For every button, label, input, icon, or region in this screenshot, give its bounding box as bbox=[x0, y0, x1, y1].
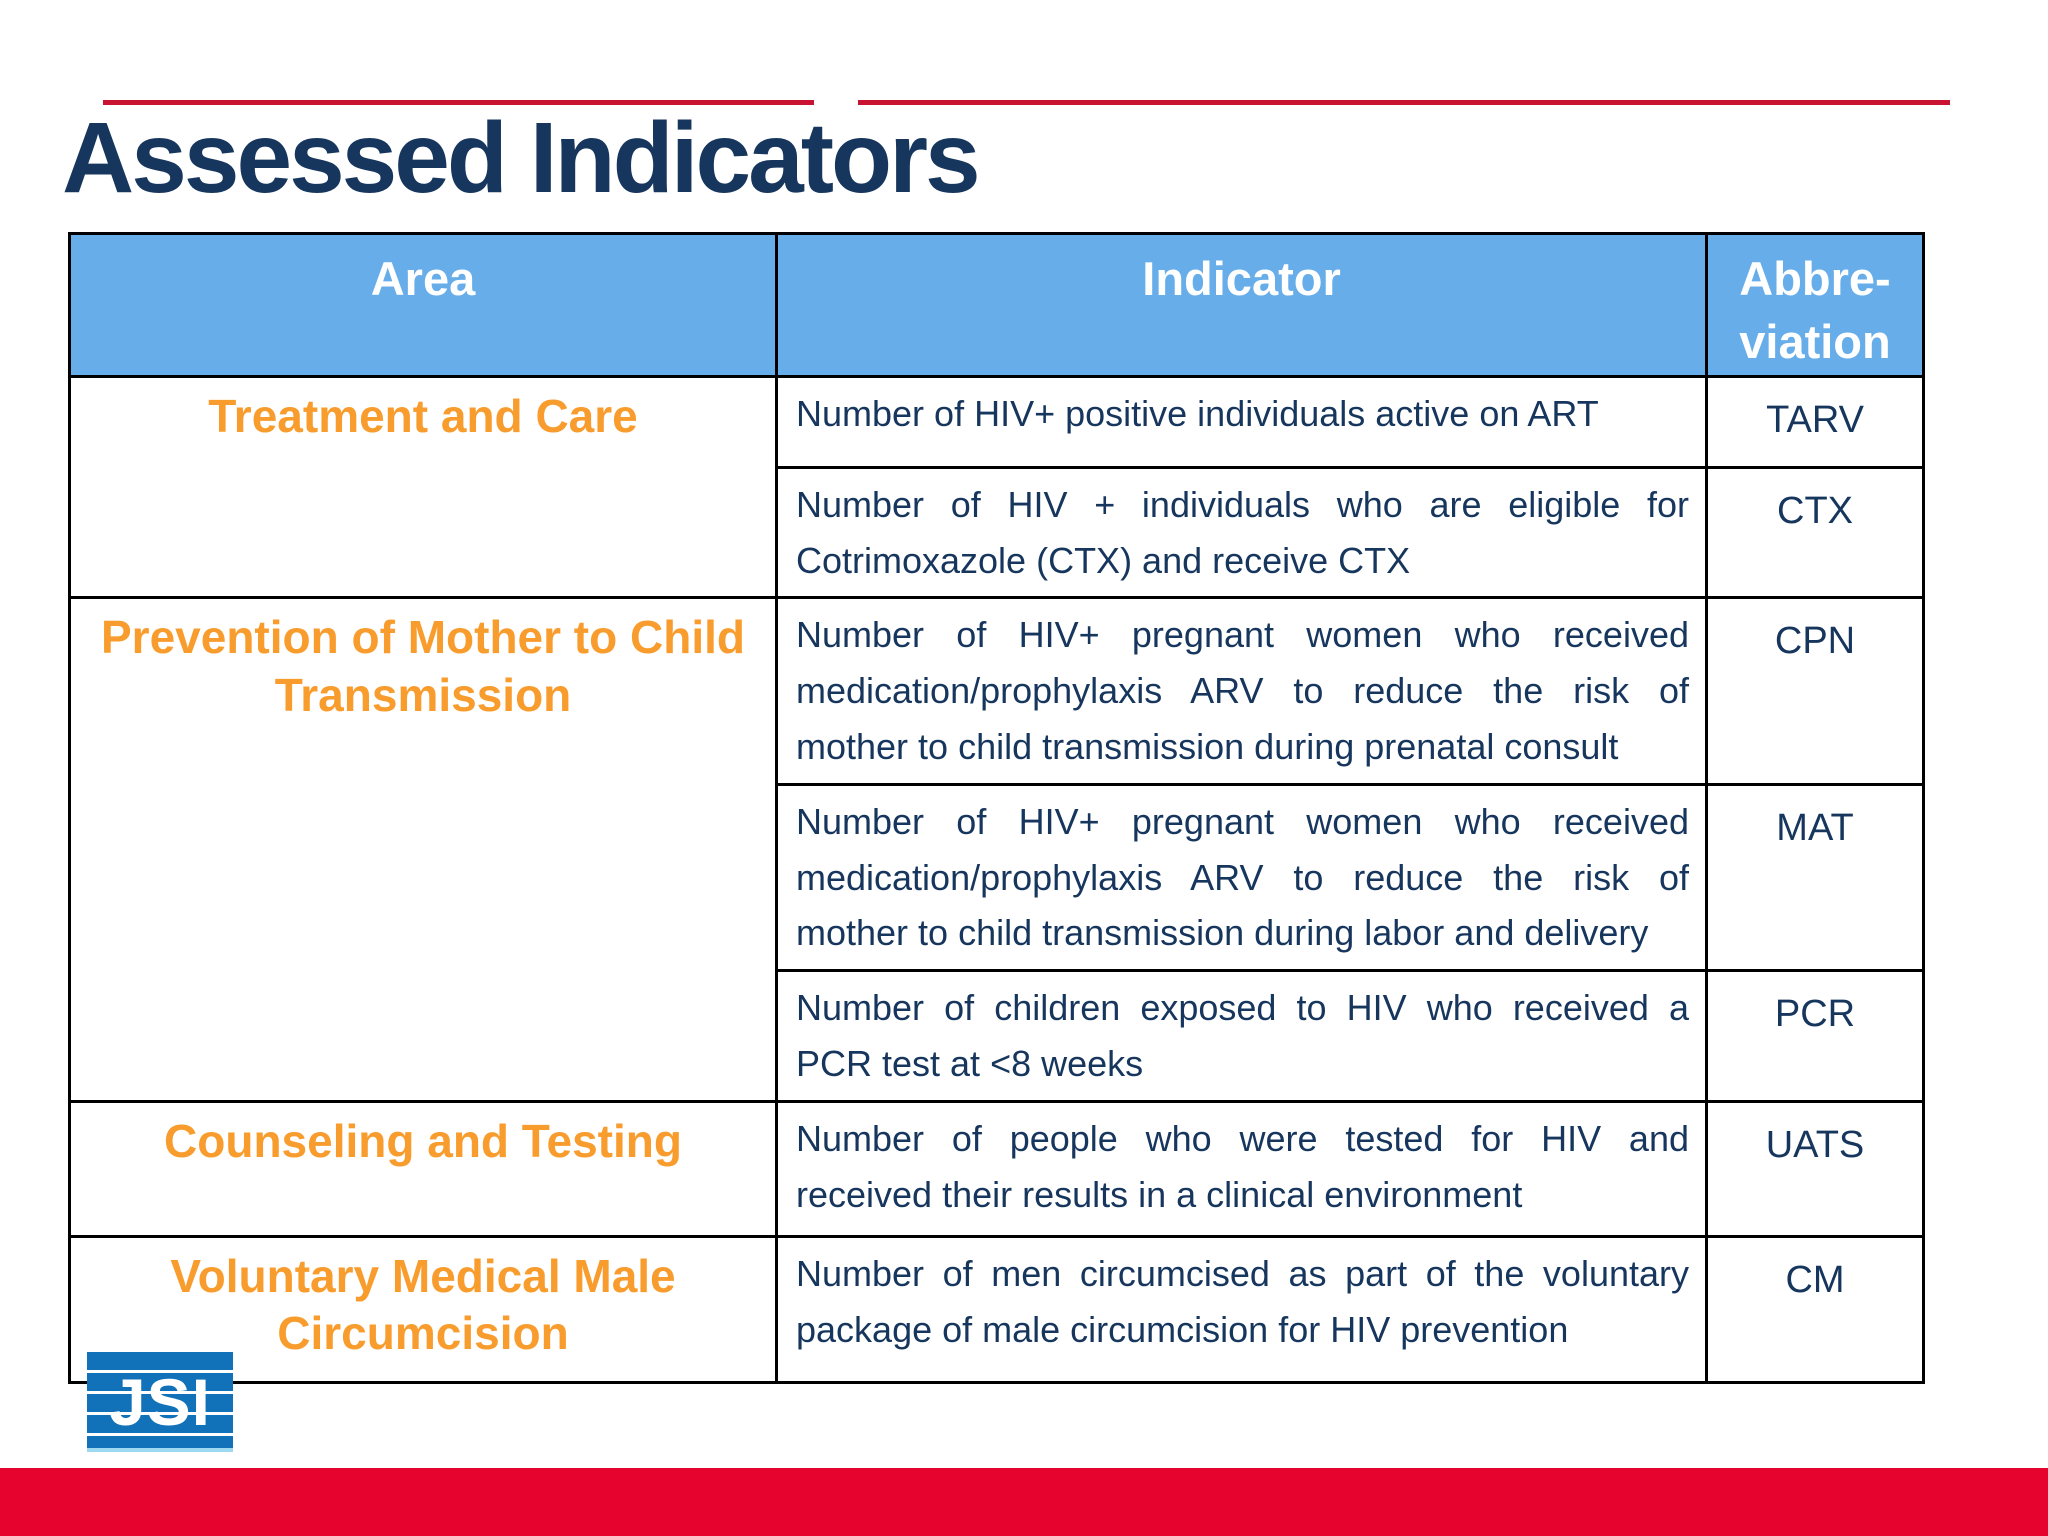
abbreviation-cell: PCR bbox=[1705, 969, 1925, 1103]
indicator-cell: Number of HIV+ pregnant women who receiv… bbox=[775, 596, 1708, 786]
table-row: Voluntary Medical Male Circumcision Numb… bbox=[68, 1234, 1925, 1384]
column-header-indicator: Indicator bbox=[775, 232, 1708, 378]
assessed-indicators-table: Area Indicator Abbre- viation Treatment … bbox=[68, 232, 1925, 1384]
area-cell-treatment-and-care: Treatment and Care bbox=[68, 374, 778, 600]
indicator-cell: Number of children exposed to HIV who re… bbox=[775, 969, 1708, 1103]
table-row: Number of HIV + individuals who are elig… bbox=[70, 465, 1925, 600]
table-row: Counseling and Testing Number of people … bbox=[68, 1099, 1925, 1238]
indicator-cell: Number of men circumcised as part of the… bbox=[775, 1234, 1708, 1384]
area-cell-counseling-and-testing: Counseling and Testing bbox=[68, 1099, 778, 1238]
title-underline-left bbox=[103, 100, 814, 105]
title-underline-right bbox=[858, 100, 1950, 105]
indicator-cell: Number of HIV+ pregnant women who receiv… bbox=[775, 782, 1708, 973]
abbreviation-cell: TARV bbox=[1705, 374, 1925, 469]
abbreviation-cell: MAT bbox=[1705, 782, 1925, 973]
abbreviation-cell: CPN bbox=[1705, 596, 1925, 786]
abbreviation-cell: CTX bbox=[1705, 465, 1925, 600]
abbreviation-cell: CM bbox=[1705, 1234, 1925, 1384]
indicator-cell: Number of people who were tested for HIV… bbox=[775, 1099, 1708, 1238]
table-header-row: Area Indicator Abbre- viation bbox=[68, 232, 1925, 378]
indicator-cell: Number of HIV+ positive individuals acti… bbox=[775, 374, 1708, 469]
abbreviation-cell: UATS bbox=[1705, 1099, 1925, 1238]
table-row: Treatment and Care Number of HIV+ positi… bbox=[68, 374, 1925, 600]
table-row: Number of children exposed to HIV who re… bbox=[70, 969, 1925, 1103]
jsi-logo-text: JSI bbox=[108, 1365, 212, 1439]
table-row: Number of HIV+ pregnant women who receiv… bbox=[70, 782, 1925, 973]
abbreviation-header-line1: Abbre- bbox=[1739, 252, 1891, 305]
bottom-accent-bar bbox=[0, 1468, 2048, 1536]
area-cell-pmtct: Prevention of Mother to Child Transmissi… bbox=[68, 596, 778, 1103]
column-header-abbreviation: Abbre- viation bbox=[1705, 232, 1925, 378]
jsi-logo: JSI bbox=[87, 1352, 233, 1452]
page-title: Assessed Indicators bbox=[62, 102, 981, 214]
table-row: Prevention of Mother to Child Transmissi… bbox=[68, 596, 1925, 1103]
column-header-area: Area bbox=[68, 232, 778, 378]
indicator-cell: Number of HIV + individuals who are elig… bbox=[775, 465, 1708, 600]
abbreviation-header-line2: viation bbox=[1739, 315, 1891, 369]
